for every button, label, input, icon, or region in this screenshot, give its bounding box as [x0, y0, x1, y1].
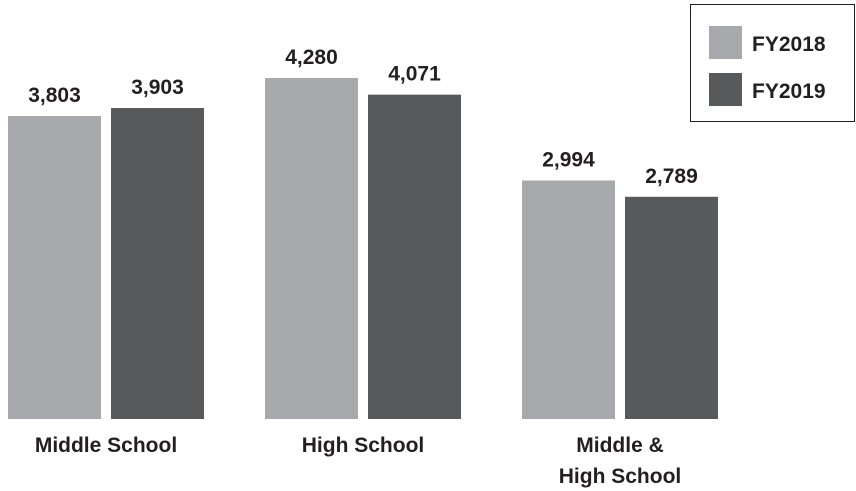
category-label-2-line-0: Middle & [576, 434, 664, 457]
bars-layer [8, 78, 718, 420]
legend: FY2018 FY2019 [690, 4, 855, 122]
category-label-0: Middle School [35, 434, 177, 457]
bar-fy2019-2 [625, 196, 718, 419]
legend-swatch-fy2019 [709, 73, 742, 106]
value-label-fy2018-0: 3,803 [28, 84, 81, 107]
value-label-fy2018-1: 4,280 [285, 46, 338, 69]
value-labels-layer: 3,803 3,903 4,280 4,071 2,994 2,789 [28, 46, 698, 188]
bar-fy2018-0 [8, 116, 101, 420]
bar-fy2019-0 [111, 108, 204, 419]
bar-fy2018-1 [265, 78, 358, 419]
value-label-fy2019-0: 3,903 [131, 76, 184, 99]
legend-swatch-fy2018 [709, 26, 742, 59]
value-label-fy2019-2: 2,789 [645, 165, 698, 188]
category-label-1: High School [302, 434, 425, 457]
value-label-fy2019-1: 4,071 [388, 63, 441, 86]
bar-fy2019-1 [368, 94, 461, 419]
value-label-fy2018-2: 2,994 [542, 148, 595, 171]
legend-label-fy2018: FY2018 [752, 33, 826, 56]
bar-fy2018-2 [522, 180, 615, 419]
category-label-2-line-1: High School [559, 465, 682, 488]
legend-label-fy2019: FY2019 [752, 80, 826, 103]
category-labels-layer: Middle School High School Middle & High Sch… [35, 434, 681, 488]
